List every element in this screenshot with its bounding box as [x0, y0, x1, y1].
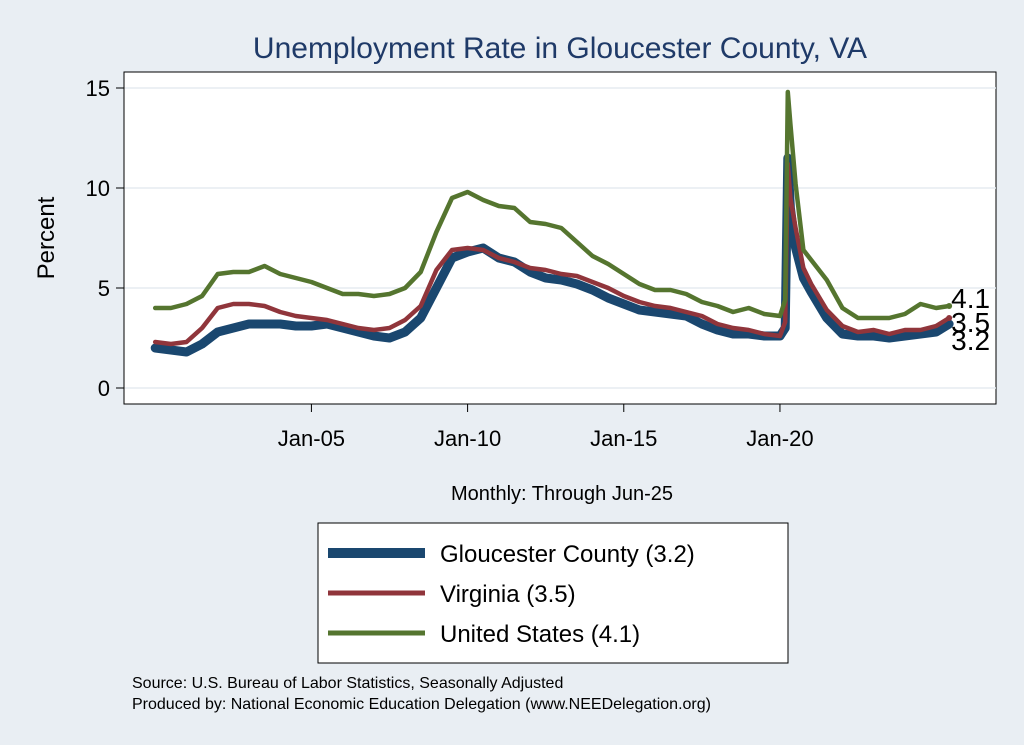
- series-end-dot: [946, 321, 953, 327]
- legend-items: Gloucester County (3.2) Virginia (3.5) Uni…: [328, 541, 695, 648]
- y-axis-title: Percent: [33, 196, 60, 279]
- x-tick-label: Jan-15: [590, 426, 657, 451]
- x-tick-label: Jan-10: [434, 426, 501, 451]
- y-tick-label: 10: [86, 176, 110, 201]
- y-axis: 0 5 10 15: [86, 72, 125, 404]
- legend-label: Gloucester County (3.2): [440, 541, 695, 568]
- series-line-2: [152, 89, 952, 321]
- x-axis: Jan-05 Jan-10 Jan-15 Jan-20: [124, 403, 996, 451]
- legend-label: Virginia (3.5): [440, 581, 576, 608]
- plot-area: [123, 71, 997, 405]
- y-tick-label: 15: [86, 76, 110, 101]
- series-end-dot: [946, 303, 953, 309]
- series-end-label: 3.2: [951, 325, 990, 356]
- produced-by-line: Produced by: National Economic Education…: [132, 696, 711, 713]
- series-line-1: [152, 161, 952, 347]
- x-tick-label: Jan-20: [746, 426, 813, 451]
- series-end-label: 3.5: [951, 307, 990, 338]
- series-line-0: [150, 153, 954, 357]
- y-tick-label: 5: [98, 276, 110, 301]
- legend-label: United States (4.1): [440, 621, 640, 648]
- gridlines: [124, 87, 996, 389]
- series-end-label: 4.1: [951, 283, 990, 314]
- y-tick-label: 0: [98, 376, 110, 401]
- series-layer: [150, 89, 954, 357]
- chart-title: Unemployment Rate in Gloucester County, …: [253, 32, 867, 65]
- x-axis-note: Monthly: Through Jun-25: [451, 483, 673, 505]
- x-tick-label: Jan-05: [278, 426, 345, 451]
- source-line: Source: U.S. Bureau of Labor Statistics,…: [132, 675, 563, 692]
- series-end-dot: [946, 315, 953, 321]
- legend: Gloucester County (3.2) Virginia (3.5) Uni…: [317, 522, 789, 664]
- end-labels: 3.23.54.1: [946, 283, 990, 356]
